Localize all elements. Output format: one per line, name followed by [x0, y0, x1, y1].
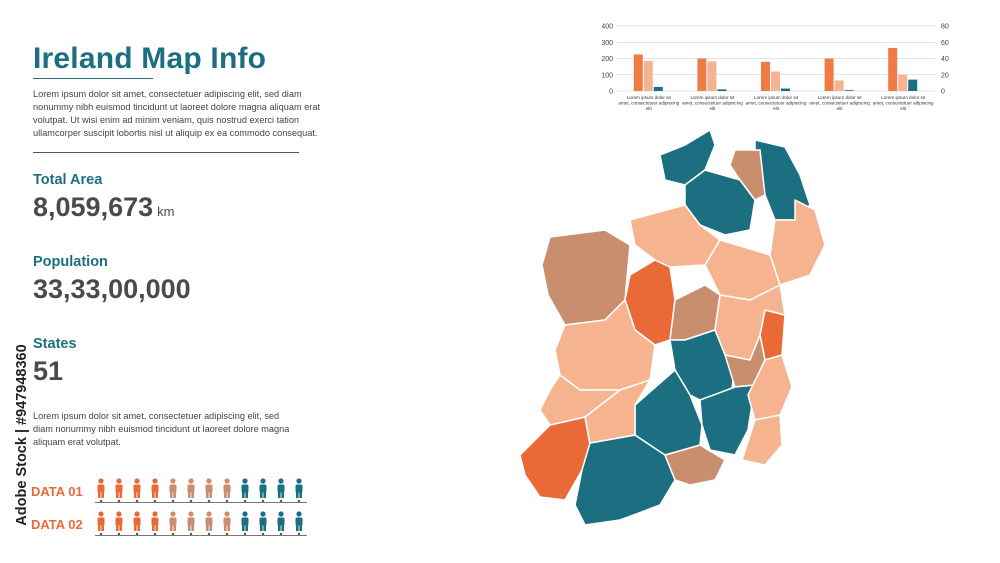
- person-icon: [97, 478, 105, 502]
- data-02-baseline: [95, 535, 307, 536]
- person-icon: [151, 511, 159, 535]
- person-icon: [223, 478, 231, 502]
- ireland-map: [519, 129, 826, 526]
- map-region: [741, 414, 783, 466]
- person-icon: [187, 478, 195, 502]
- map-region: [539, 374, 621, 426]
- chart-bar: [908, 79, 918, 91]
- states-label: States: [33, 336, 77, 352]
- bar-chart: 0 100 200 300 400 0 20 40 60 80 Lorem ipsum dolor …: [601, 24, 949, 111]
- chart-bar: [888, 47, 898, 91]
- person-icon: [241, 511, 249, 535]
- left-tick-label: 100: [601, 72, 613, 79]
- chart-bar: [761, 61, 770, 91]
- person-icon: [259, 511, 267, 535]
- chart-bar: [834, 80, 844, 91]
- watermark-text: Adobe Stock | #947948360: [14, 344, 30, 526]
- chart-bar: [707, 61, 717, 91]
- population-label: Population: [33, 254, 108, 270]
- category-label: Lorem ipsum dolor sit amet, consectetuer …: [682, 95, 743, 111]
- chart-bar: [717, 89, 727, 91]
- person-icon: [133, 478, 141, 502]
- chart-bar: [633, 54, 643, 91]
- right-tick-label: 20: [941, 72, 949, 79]
- chart-bar: [781, 88, 790, 91]
- person-icon: [169, 511, 177, 535]
- data-01-baseline: [95, 502, 307, 503]
- person-icon: [277, 511, 285, 535]
- map-region: [659, 129, 716, 186]
- person-icon: [277, 478, 285, 502]
- data-02-people: [95, 511, 310, 535]
- population-value: 33,33,00,000: [33, 274, 191, 304]
- right-tick-label: 40: [941, 56, 949, 63]
- person-icon: [259, 478, 267, 502]
- page-title: Ireland Map Info: [33, 42, 267, 75]
- person-icon: [205, 478, 213, 502]
- left-tick-label: 300: [601, 40, 613, 47]
- person-icon: [115, 511, 123, 535]
- map-region: [699, 384, 756, 456]
- total-area-value: 8,059,673 km: [33, 192, 174, 223]
- map-region: [634, 369, 703, 456]
- chart-bar: [844, 90, 854, 91]
- right-tick-label: 0: [941, 89, 945, 96]
- data-01-label: DATA 01: [31, 484, 83, 499]
- map-region: [729, 149, 766, 201]
- right-tick-label: 80: [941, 24, 949, 31]
- category-label: Lorem ipsum dolor sit amet, consectetuer …: [873, 95, 934, 111]
- total-area-number: 8,059,673: [33, 192, 154, 222]
- chart-bar: [643, 60, 653, 91]
- person-icon: [187, 511, 195, 535]
- person-icon: [97, 511, 105, 535]
- title-underline: [33, 78, 153, 79]
- intro-divider: [33, 152, 299, 153]
- person-icon: [133, 511, 141, 535]
- category-label: Lorem ipsum dolor sit amet, consectetuer …: [746, 95, 807, 111]
- person-icon: [295, 478, 303, 502]
- chart-bar: [898, 74, 908, 91]
- chart-bar: [653, 86, 663, 91]
- person-icon: [151, 478, 159, 502]
- chart-bar: [824, 58, 834, 91]
- total-area-label: Total Area: [33, 172, 103, 188]
- person-icon: [115, 478, 123, 502]
- data-01-people: [95, 478, 310, 502]
- person-icon: [295, 511, 303, 535]
- note-text: Lorem ipsum dolor sit amet, consectetuer…: [33, 411, 290, 447]
- person-icon: [169, 478, 177, 502]
- left-tick-label: 200: [601, 56, 613, 63]
- chart-bar: [697, 58, 707, 91]
- person-icon: [205, 511, 213, 535]
- stock-watermark: Adobe Stock | #947948360: [12, 320, 32, 550]
- data-02-label: DATA 02: [31, 517, 83, 532]
- right-tick-label: 60: [941, 40, 949, 47]
- person-icon: [223, 511, 231, 535]
- person-icon: [241, 478, 249, 502]
- intro-text: Lorem ipsum dolor sit amet, consectetuer…: [33, 89, 321, 138]
- category-label: Lorem ipsum dolor sit amet, consectetuer …: [618, 95, 679, 111]
- category-label: Lorem ipsum dolor sit amet, consectetuer …: [809, 95, 870, 111]
- states-value: 51: [33, 356, 64, 386]
- chart-bar: [771, 71, 780, 91]
- left-tick-label: 400: [601, 24, 613, 31]
- total-area-unit: km: [157, 204, 175, 219]
- left-tick-label: 0: [609, 89, 613, 96]
